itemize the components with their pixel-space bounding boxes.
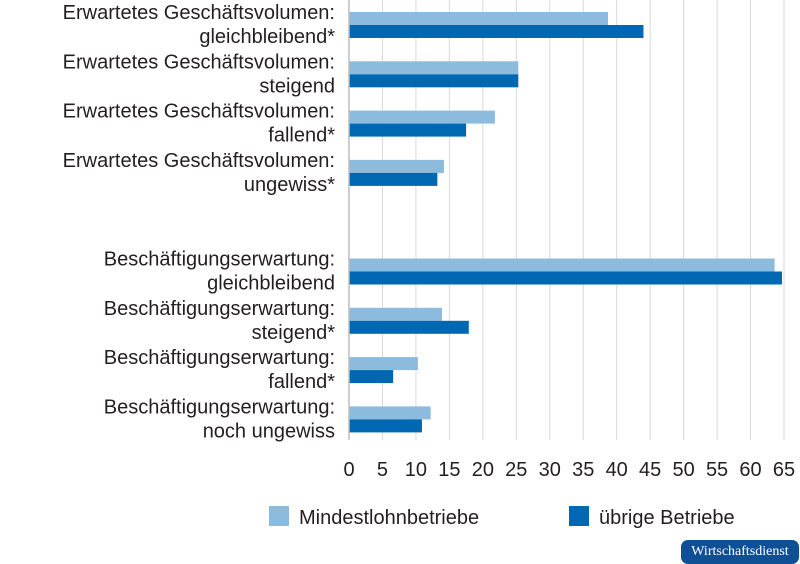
x-tick-label: 20 bbox=[472, 459, 494, 481]
bar-uebrige-betriebe bbox=[349, 419, 422, 433]
bar-uebrige-betriebe bbox=[349, 123, 467, 137]
x-tick-label: 5 bbox=[377, 459, 388, 481]
category-label: fallend* bbox=[268, 371, 335, 393]
bar-mindestlohnbetriebe bbox=[349, 110, 495, 124]
x-tick-label: 65 bbox=[773, 459, 795, 481]
x-tick-label: 10 bbox=[405, 459, 427, 481]
legend-swatch bbox=[269, 506, 289, 526]
bar-mindestlohnbetriebe bbox=[349, 61, 519, 75]
bar-mindestlohnbetriebe bbox=[349, 12, 608, 25]
bar-uebrige-betriebe bbox=[349, 271, 782, 285]
bar-mindestlohnbetriebe bbox=[349, 406, 431, 420]
category-label: steigend* bbox=[252, 322, 336, 344]
x-tick-label: 45 bbox=[639, 459, 661, 481]
bar-mindestlohnbetriebe bbox=[349, 258, 775, 272]
category-label: Erwartetes Geschäftsvolumen: bbox=[63, 150, 335, 172]
category-label: ungewiss* bbox=[244, 174, 335, 196]
x-tick-label: 0 bbox=[343, 459, 354, 481]
bar-uebrige-betriebe bbox=[349, 172, 438, 186]
bar-uebrige-betriebe bbox=[349, 74, 519, 88]
category-label: Beschäftigungserwartung: bbox=[104, 347, 335, 369]
bar-uebrige-betriebe bbox=[349, 370, 394, 384]
x-tick-label: 15 bbox=[438, 459, 460, 481]
bar-uebrige-betriebe bbox=[349, 25, 644, 38]
category-label: steigend bbox=[259, 75, 335, 97]
category-label: Beschäftigungserwartung: bbox=[104, 396, 335, 418]
category-label: gleichbleibend bbox=[207, 273, 335, 295]
category-label: Beschäftigungserwartung: bbox=[104, 298, 335, 320]
category-label: Erwartetes Geschäftsvolumen: bbox=[63, 101, 335, 123]
bar-mindestlohnbetriebe bbox=[349, 159, 445, 173]
bar-uebrige-betriebe bbox=[349, 320, 469, 334]
category-label: fallend* bbox=[268, 125, 335, 147]
x-tick-label: 25 bbox=[505, 459, 527, 481]
wirtschaftsdienst-logo: Wirtschaftsdienst bbox=[681, 540, 799, 564]
category-label: noch ungewiss bbox=[203, 420, 335, 442]
x-tick-label: 35 bbox=[572, 459, 594, 481]
category-label: Beschäftigungserwartung: bbox=[104, 249, 335, 271]
x-tick-label: 50 bbox=[672, 459, 694, 481]
x-tick-label: 30 bbox=[539, 459, 561, 481]
x-tick-label: 60 bbox=[739, 459, 761, 481]
x-tick-label: 40 bbox=[606, 459, 628, 481]
legend-label: Mindestlohnbetriebe bbox=[299, 507, 479, 529]
category-label: Erwartetes Geschäftsvolumen: bbox=[63, 51, 335, 73]
x-tick-label: 55 bbox=[706, 459, 728, 481]
legend-swatch bbox=[569, 506, 589, 526]
category-label: Erwartetes Geschäftsvolumen: bbox=[63, 2, 335, 24]
category-label: gleichbleibend* bbox=[199, 26, 335, 48]
legend-label: übrige Betriebe bbox=[599, 507, 735, 529]
bar-mindestlohnbetriebe bbox=[349, 307, 443, 321]
bar-mindestlohnbetriebe bbox=[349, 357, 418, 371]
